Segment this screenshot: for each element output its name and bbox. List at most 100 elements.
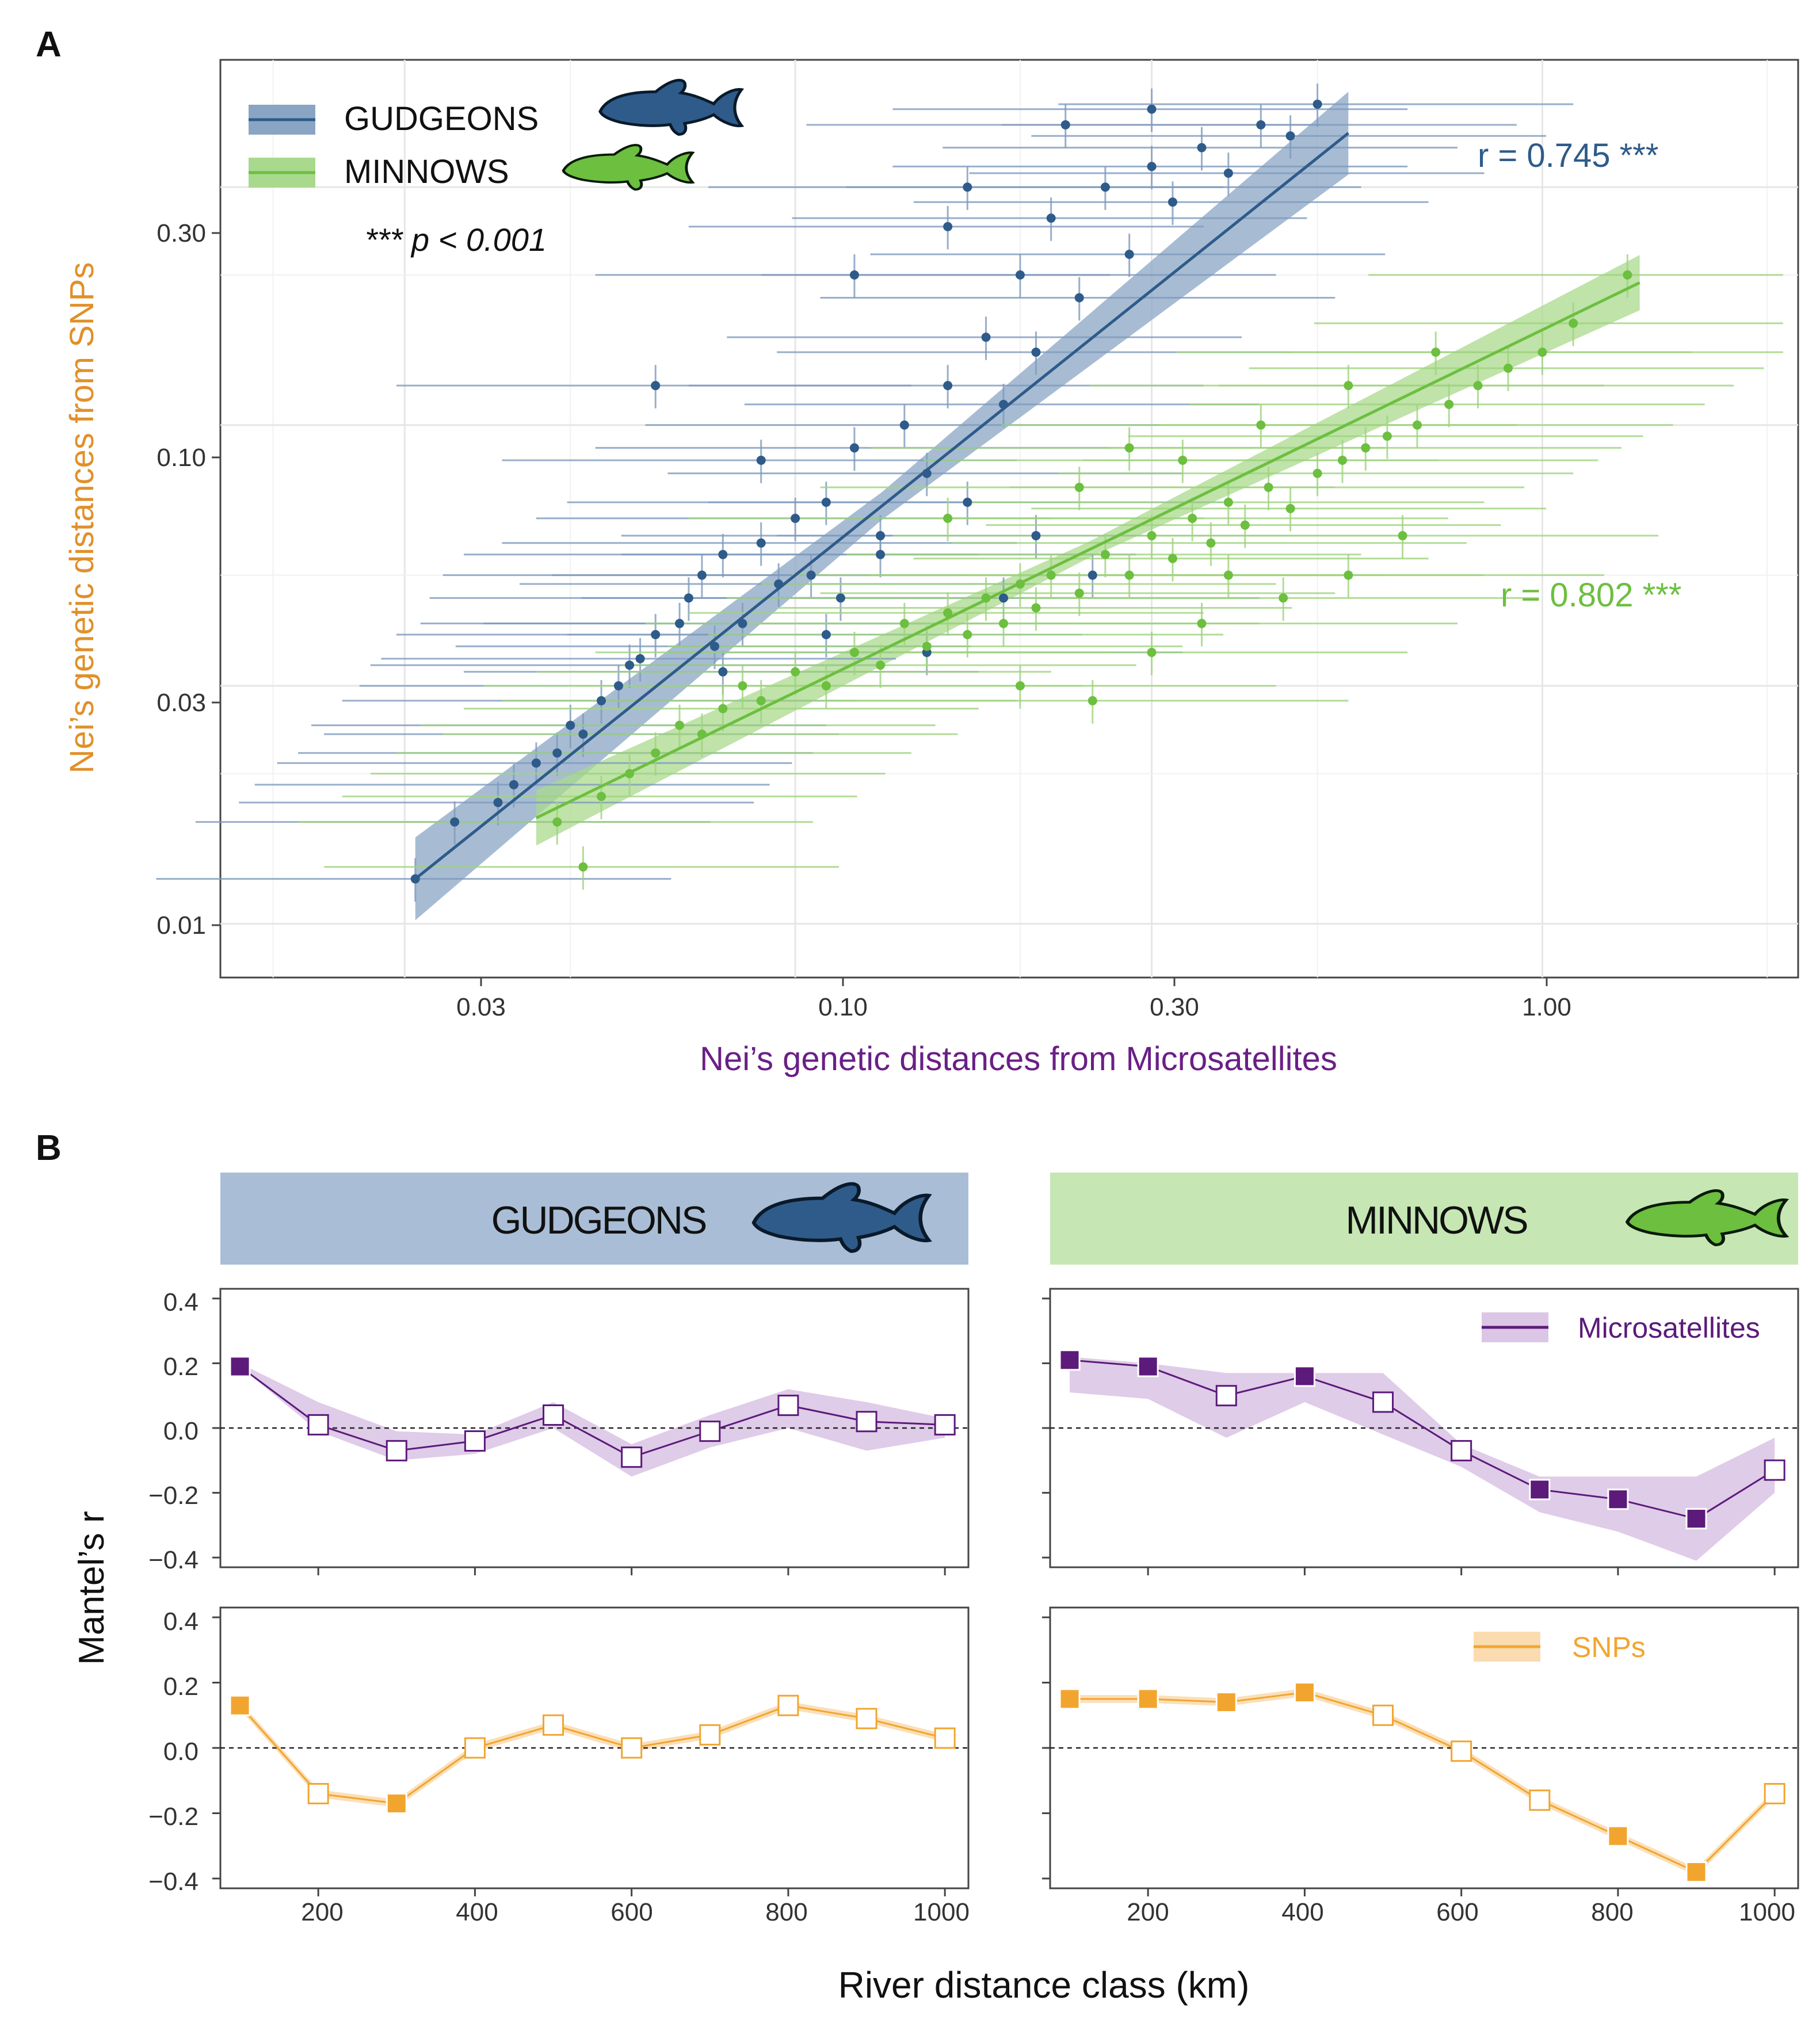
point-minnows	[552, 817, 562, 827]
legend-snps: SNPs	[1474, 1631, 1646, 1663]
facet-strip-minnows: MINNOWS	[1050, 1173, 1798, 1265]
point-gudgeons	[899, 420, 909, 430]
legend-label-gudgeons: GUDGEONS	[344, 100, 539, 138]
marker-nonsignificant	[934, 1414, 956, 1436]
facet-x-ticks-right: 200 400 600 800 1000	[1127, 1898, 1795, 1926]
point-minnows	[1412, 420, 1422, 430]
point-minnows	[1537, 348, 1547, 357]
scatter-legend: GUDGEONS MINNOWS *** p < 0.001	[249, 80, 742, 258]
point-gudgeons	[1223, 168, 1233, 178]
marker-nonsignificant	[1764, 1459, 1785, 1481]
point-gudgeons	[651, 629, 661, 639]
marker-nonsignificant	[1764, 1782, 1785, 1804]
series-line	[1070, 1692, 1776, 1873]
x-tick-label: 600	[1436, 1898, 1478, 1926]
panel-a-letter: A	[36, 25, 62, 64]
x-tick-label: 800	[765, 1898, 807, 1926]
marker-significant	[1607, 1825, 1629, 1847]
facet-y-ticks-bottom: 0.4 0.2 0.0 −0.2 −0.4	[148, 1608, 199, 1896]
point-gudgeons	[876, 531, 886, 541]
r-label-minnows: r = 0.802 ***	[1501, 577, 1681, 614]
point-gudgeons	[1124, 249, 1134, 259]
point-gudgeons	[963, 182, 972, 192]
x-axis-title: Nei’s genetic distances from Microsatell…	[700, 1040, 1337, 1078]
point-gudgeons	[1100, 182, 1110, 192]
point-gudgeons	[999, 593, 1009, 603]
y-tick-label: 0.0	[163, 1417, 199, 1445]
point-gudgeons	[738, 619, 747, 628]
point-gudgeons	[1015, 270, 1025, 280]
y-tick-label: −0.4	[148, 1868, 199, 1896]
point-minnows	[1223, 570, 1233, 580]
confidence-band	[1070, 1688, 1775, 1876]
marker-significant	[1607, 1488, 1629, 1510]
point-gudgeons	[1312, 100, 1322, 109]
marker-significant	[1137, 1688, 1159, 1710]
point-gudgeons	[1074, 293, 1084, 303]
strip-label: MINNOWS	[1345, 1198, 1527, 1242]
y-tick-label: 0.2	[163, 1353, 199, 1381]
legend-label: Microsatellites	[1578, 1312, 1760, 1344]
marker-nonsignificant	[699, 1421, 721, 1442]
point-minnows	[1031, 603, 1041, 613]
point-minnows	[1398, 531, 1407, 541]
point-minnows	[1285, 503, 1295, 513]
marker-significant	[1059, 1688, 1081, 1710]
x-tick-label: 0.30	[1150, 993, 1199, 1021]
y-tick-label: −0.4	[148, 1546, 199, 1574]
series-line	[239, 1365, 945, 1459]
marker-nonsignificant	[621, 1446, 643, 1468]
point-gudgeons	[710, 642, 720, 651]
r-label-gudgeons: r = 0.745 ***	[1478, 137, 1658, 174]
point-minnows	[1197, 619, 1207, 628]
x-tick-label: 0.03	[456, 993, 506, 1021]
point-minnows	[849, 647, 859, 657]
point-minnows	[1279, 593, 1288, 603]
point-minnows	[1015, 681, 1025, 690]
facet-strip-gudgeons: GUDGEONS	[220, 1173, 968, 1265]
facet-x-axis-title: River distance class (km)	[838, 1964, 1250, 2006]
marker-significant	[1529, 1479, 1551, 1501]
y-axis-ticks: 0.30 0.10 0.03 0.01	[157, 219, 220, 940]
marker-nonsignificant	[777, 1694, 799, 1716]
y-tick-label: 0.10	[157, 444, 206, 472]
point-gudgeons	[718, 549, 728, 559]
y-tick-label: −0.2	[148, 1803, 199, 1831]
point-minnows	[1167, 553, 1177, 563]
y-tick-label: 0.03	[157, 689, 206, 717]
point-gudgeons	[1256, 120, 1266, 129]
series-line	[1069, 1359, 1775, 1520]
point-minnows	[1240, 520, 1250, 530]
point-minnows	[922, 642, 932, 651]
marker-significant	[1059, 1349, 1081, 1371]
point-minnows	[1088, 696, 1097, 705]
facet-gudgeons-snp	[212, 1616, 968, 1896]
point-gudgeons	[531, 758, 541, 768]
point-gudgeons	[1167, 197, 1177, 207]
point-minnows	[943, 513, 953, 523]
point-minnows	[1256, 420, 1266, 430]
point-minnows	[1147, 531, 1157, 541]
x-tick-label: 1000	[1739, 1898, 1795, 1926]
point-gudgeons	[493, 797, 503, 807]
series-line	[239, 1704, 945, 1805]
point-gudgeons	[1197, 143, 1207, 152]
marker-nonsignificant	[1215, 1385, 1237, 1407]
point-gudgeons	[1060, 120, 1070, 129]
point-gudgeons	[613, 681, 623, 690]
point-gudgeons	[876, 549, 886, 559]
x-tick-label: 1000	[913, 1898, 970, 1926]
point-gudgeons	[578, 729, 588, 739]
facet-y-axis-title: Mantel’s r	[72, 1511, 112, 1665]
x-tick-label: 200	[301, 1898, 343, 1926]
facet-gudgeons-micro	[212, 1297, 968, 1575]
x-axis-ticks: 0.03 0.10 0.30 1.00	[456, 978, 1571, 1021]
point-gudgeons	[552, 748, 562, 758]
point-gudgeons	[963, 498, 972, 507]
point-gudgeons	[697, 570, 707, 580]
point-gudgeons	[651, 381, 661, 391]
point-gudgeons	[1046, 213, 1056, 223]
point-gudgeons	[625, 661, 635, 670]
x-tick-label: 0.10	[818, 993, 868, 1021]
